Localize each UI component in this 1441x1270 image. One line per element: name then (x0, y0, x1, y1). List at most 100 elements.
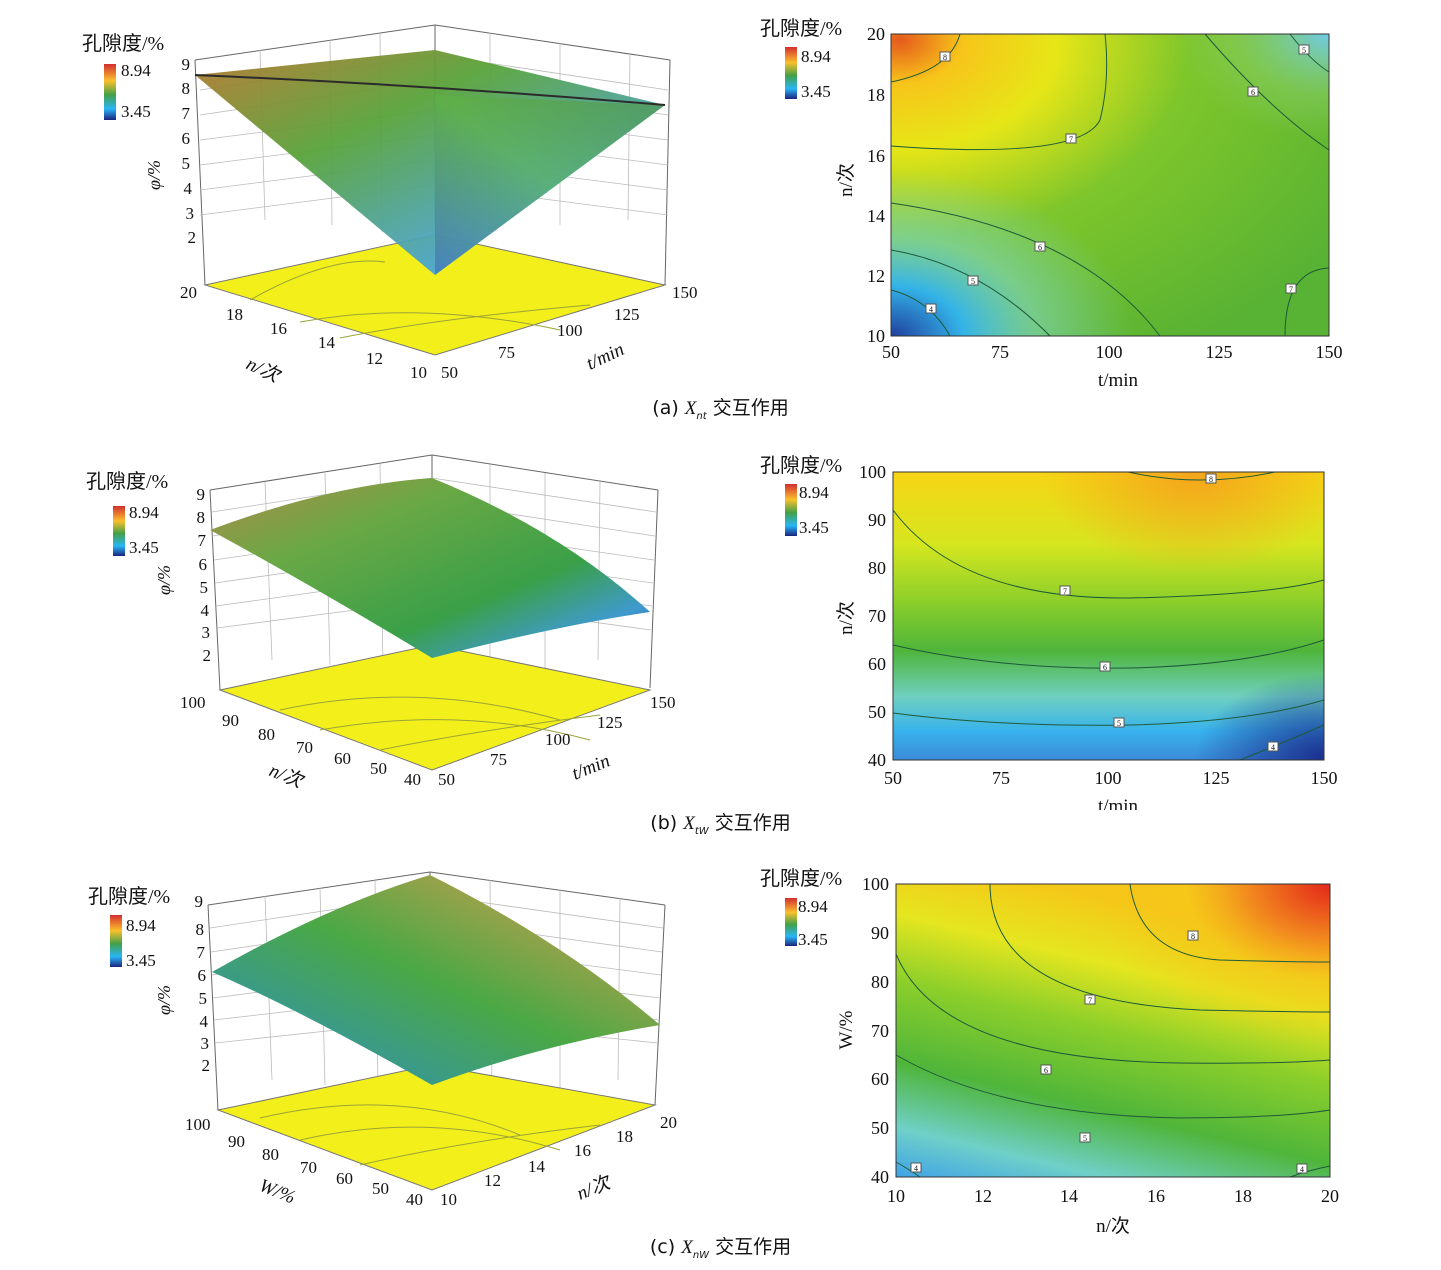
right-tick-labels: 50 75 100 125 150 (438, 693, 676, 789)
svg-text:100: 100 (1096, 342, 1123, 362)
colorbar-max: 8.94 (126, 916, 156, 935)
svg-text:7: 7 (1088, 996, 1092, 1005)
surface-floor (218, 644, 652, 771)
svg-text:60: 60 (336, 1169, 353, 1188)
svg-text:8: 8 (943, 53, 947, 62)
svg-text:16: 16 (867, 146, 885, 166)
right-axis-label: t/min (583, 339, 627, 375)
svg-text:90: 90 (222, 711, 239, 730)
svg-text:6: 6 (1103, 663, 1107, 672)
contour-colorbar (785, 898, 797, 946)
z-axis-label: φ/% (154, 985, 174, 1015)
svg-text:5: 5 (1302, 46, 1306, 55)
svg-text:75: 75 (992, 768, 1010, 788)
svg-text:2: 2 (202, 1056, 211, 1075)
colorbar-min: 3.45 (126, 951, 156, 970)
svg-text:90: 90 (871, 923, 889, 943)
svg-text:100: 100 (180, 693, 206, 712)
svg-text:4: 4 (914, 1164, 918, 1173)
svg-text:70: 70 (300, 1158, 317, 1177)
contour-y-label: n/次 (835, 601, 857, 635)
svg-text:50: 50 (370, 759, 387, 778)
left-axis-label: n/次 (243, 353, 284, 387)
svg-text:40: 40 (406, 1190, 423, 1209)
svg-text:40: 40 (868, 750, 886, 770)
contour-x-ticks: 50 75 100 125 150 (882, 342, 1343, 362)
svg-text:6: 6 (182, 129, 191, 148)
svg-text:18: 18 (1234, 1186, 1252, 1206)
svg-text:50: 50 (884, 768, 902, 788)
svg-text:90: 90 (868, 510, 886, 530)
svg-text:9: 9 (197, 485, 206, 504)
contour-x-ticks: 10 12 14 16 18 20 (887, 1186, 1339, 1206)
svg-text:80: 80 (868, 558, 886, 578)
svg-text:10: 10 (867, 326, 885, 346)
svg-text:5: 5 (200, 578, 209, 597)
svg-text:2: 2 (203, 646, 212, 665)
colorbar-title: 孔隙度/% (88, 885, 170, 908)
svg-text:40: 40 (871, 1167, 889, 1187)
svg-text:16: 16 (270, 319, 287, 338)
panel-c: 孔隙度/% 8.94 3.45 9 8 7 6 5 (0, 860, 1441, 1270)
svg-text:7: 7 (1289, 285, 1293, 294)
contour-y-ticks: 40 50 60 70 80 90 100 (859, 462, 886, 770)
svg-text:4: 4 (201, 601, 210, 620)
panel-a: 孔隙度/% 8.94 3.45 9 8 (0, 0, 1441, 422)
svg-text:6: 6 (1251, 88, 1255, 97)
svg-text:4: 4 (1271, 743, 1275, 752)
svg-text:5: 5 (971, 277, 975, 286)
contour-y-label: W/% (836, 1010, 857, 1049)
floor-contours (249, 260, 591, 339)
svg-text:60: 60 (871, 1069, 889, 1089)
right-axis-label: n/次 (574, 1172, 615, 1205)
svg-text:8: 8 (1191, 932, 1195, 941)
svg-text:70: 70 (871, 1021, 889, 1041)
svg-text:10: 10 (410, 363, 427, 382)
svg-text:150: 150 (1316, 342, 1343, 362)
contour-colorbar (785, 47, 797, 99)
contour-colorbar-min: 3.45 (798, 930, 828, 949)
svg-text:6: 6 (1044, 1066, 1048, 1075)
contour-colorbar-min: 3.45 (799, 518, 829, 537)
svg-text:5: 5 (199, 989, 208, 1008)
svg-text:18: 18 (616, 1127, 633, 1146)
contour-level-labels: 8 7 6 5 4 (1059, 473, 1279, 752)
svg-text:20: 20 (867, 24, 885, 44)
right-tick-labels: 10 12 14 16 18 20 (440, 1113, 677, 1209)
svg-text:100: 100 (185, 1115, 211, 1134)
contour-level-labels: 8 7 6 5 4 4 (910, 930, 1308, 1174)
svg-text:90: 90 (228, 1132, 245, 1151)
svg-text:50: 50 (372, 1179, 389, 1198)
contour-plot-a: 8 7 6 5 4 5 6 7 (890, 33, 1330, 337)
left-tick-labels: 20 18 16 14 12 10 (180, 283, 427, 382)
svg-text:4: 4 (184, 179, 193, 198)
svg-text:9: 9 (195, 892, 204, 911)
svg-text:50: 50 (441, 363, 458, 382)
svg-text:7: 7 (1069, 135, 1073, 144)
svg-text:7: 7 (198, 531, 207, 550)
panel-b: 孔隙度/% 8.94 3.45 9 8 7 6 5 (0, 440, 1441, 840)
svg-text:8: 8 (1209, 475, 1213, 484)
caption-b: (b) XtW 交互作用 (650, 812, 791, 837)
svg-text:10: 10 (440, 1190, 457, 1209)
panel-b-svg: 孔隙度/% 8.94 3.45 9 8 7 6 5 (86, 454, 1338, 817)
svg-text:6: 6 (198, 966, 207, 985)
svg-text:6: 6 (1038, 243, 1042, 252)
colorbar-min: 3.45 (121, 102, 151, 121)
svg-text:80: 80 (262, 1145, 279, 1164)
contour-x-label: t/min (1098, 370, 1139, 391)
surface-mesh (212, 875, 660, 1085)
svg-text:125: 125 (1203, 768, 1230, 788)
contour-colorbar-min: 3.45 (801, 82, 831, 101)
svg-text:3: 3 (201, 1034, 210, 1053)
contour-x-label: n/次 (1096, 1215, 1130, 1235)
svg-text:70: 70 (868, 606, 886, 626)
svg-text:100: 100 (859, 462, 886, 482)
svg-text:50: 50 (868, 702, 886, 722)
svg-text:150: 150 (650, 693, 676, 712)
svg-text:100: 100 (1095, 768, 1122, 788)
contour-colorbar-max: 8.94 (799, 483, 829, 502)
left-axis-label: W/% (256, 1175, 298, 1208)
colorbar-title: 孔隙度/% (82, 32, 164, 55)
svg-text:75: 75 (991, 342, 1009, 362)
